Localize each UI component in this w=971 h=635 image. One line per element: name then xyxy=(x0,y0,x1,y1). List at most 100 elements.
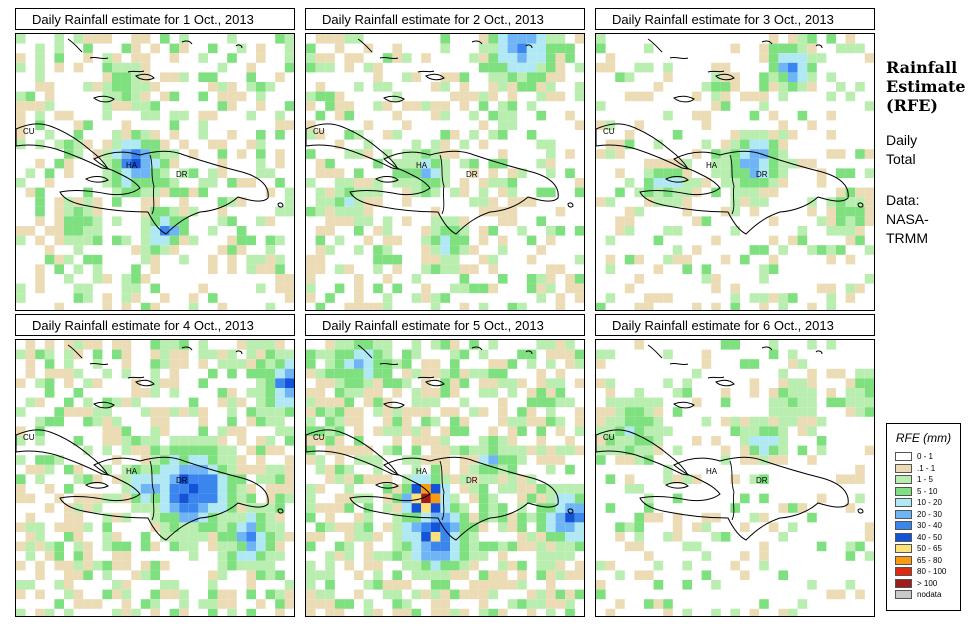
rain-cell xyxy=(788,43,798,54)
rain-cell xyxy=(179,541,189,552)
rain-cell xyxy=(227,349,237,360)
rain-cell xyxy=(517,43,527,54)
rain-cell xyxy=(421,254,431,265)
rain-cell xyxy=(478,436,489,446)
rain-cell xyxy=(421,368,431,379)
rain-cell xyxy=(16,110,26,121)
rain-cell xyxy=(730,168,740,178)
rain-cell xyxy=(217,445,228,456)
rain-cell xyxy=(382,368,393,379)
rain-cell xyxy=(256,149,266,159)
rain-cell xyxy=(546,53,556,63)
rain-cell xyxy=(807,416,817,427)
rain-cell xyxy=(615,436,625,446)
rain-cell xyxy=(54,235,64,246)
rain-cell xyxy=(759,264,769,274)
rain-cell xyxy=(344,187,354,198)
rain-cell xyxy=(131,570,141,580)
rain-cell xyxy=(325,416,335,427)
rain-cell xyxy=(855,368,865,379)
rain-cell xyxy=(325,426,335,436)
rain-cell xyxy=(179,168,189,178)
rain-cell xyxy=(363,187,374,198)
rain-cell xyxy=(198,340,208,350)
rain-cell xyxy=(807,512,817,523)
rain-cell xyxy=(121,43,132,54)
rain-cell xyxy=(140,570,151,580)
rain-cell xyxy=(112,589,122,600)
rain-cell xyxy=(73,589,84,600)
rain-cell xyxy=(64,464,74,475)
rain-cell xyxy=(402,426,412,436)
rain-cell xyxy=(526,274,537,284)
rain-cell xyxy=(421,503,431,513)
rain-cell xyxy=(275,416,285,427)
rain-cell xyxy=(421,484,431,494)
rain-cell xyxy=(227,216,237,226)
rain-cell xyxy=(653,293,664,303)
rain-cell xyxy=(54,254,64,265)
rain-cell xyxy=(284,397,294,408)
rain-cell xyxy=(450,187,460,198)
rainfall-map: CU HA DR xyxy=(595,339,875,617)
rain-cell xyxy=(797,359,808,369)
rain-cell xyxy=(692,368,702,379)
rain-cell xyxy=(169,503,180,513)
rain-cell xyxy=(450,532,460,542)
rain-cell xyxy=(217,101,228,111)
rain-cell xyxy=(507,62,518,73)
rain-cell xyxy=(624,139,635,150)
rain-cell xyxy=(294,34,295,44)
rain-cell xyxy=(759,436,769,446)
rain-cell xyxy=(315,589,326,600)
rain-cell xyxy=(208,264,218,274)
rain-cell xyxy=(169,522,180,532)
rain-cell xyxy=(73,120,84,130)
rain-cell xyxy=(778,302,788,310)
rain-cell xyxy=(306,445,316,456)
rain-cell xyxy=(797,426,808,436)
rain-cell xyxy=(217,560,228,571)
rain-cell xyxy=(73,522,84,532)
rain-cell xyxy=(131,101,141,111)
rain-cell xyxy=(759,445,769,456)
rain-cell xyxy=(35,158,45,169)
rain-cell xyxy=(140,197,151,207)
rain-cell xyxy=(672,407,683,417)
rain-cell xyxy=(246,560,256,571)
rain-cell xyxy=(392,445,402,456)
rain-cell xyxy=(131,168,141,178)
rain-cell xyxy=(198,464,208,475)
rain-cell xyxy=(306,541,316,552)
rain-cell xyxy=(315,53,326,63)
rain-cell xyxy=(140,158,151,169)
rain-cell xyxy=(112,53,122,63)
rain-cell xyxy=(160,139,170,150)
rain-cell xyxy=(179,599,189,609)
rain-cell xyxy=(797,503,808,513)
rain-cell xyxy=(382,340,393,350)
rain-cell xyxy=(459,532,470,542)
rain-cell xyxy=(517,445,527,456)
rain-cell xyxy=(574,570,584,580)
rain-cell xyxy=(749,436,760,446)
rain-cell xyxy=(83,206,93,217)
coastline xyxy=(93,401,115,409)
rain-cell xyxy=(188,551,199,561)
rain-cell xyxy=(325,187,335,198)
country-label: HA xyxy=(416,467,428,476)
rain-cell xyxy=(740,493,750,504)
rain-cell xyxy=(478,226,489,236)
panel-title: Daily Rainfall estimate for 5 Oct., 2013 xyxy=(305,314,585,336)
rain-cell xyxy=(864,388,874,398)
rain-cell xyxy=(874,72,875,82)
rain-cell xyxy=(701,570,712,580)
rain-cell xyxy=(855,149,865,159)
rain-cell xyxy=(275,608,285,616)
rain-cell xyxy=(246,178,256,188)
rain-cell xyxy=(83,416,93,427)
rain-cell xyxy=(236,235,247,246)
rain-cell xyxy=(807,206,817,217)
rain-cell xyxy=(102,407,112,417)
rain-cell xyxy=(160,178,170,188)
